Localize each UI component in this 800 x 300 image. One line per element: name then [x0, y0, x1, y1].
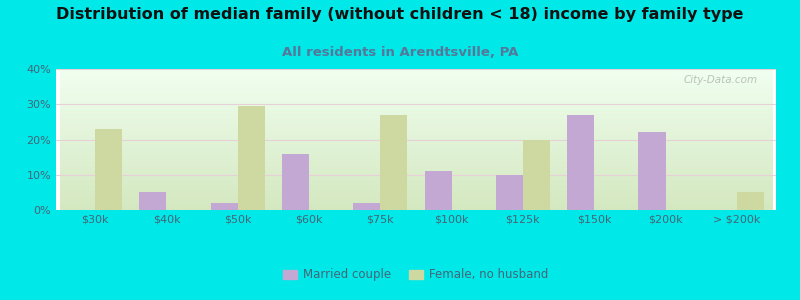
Bar: [282, 154, 309, 210]
Bar: [567, 115, 594, 210]
Bar: [737, 192, 764, 210]
Bar: [523, 140, 550, 210]
Text: City-Data.com: City-Data.com: [684, 75, 758, 85]
Bar: [238, 106, 265, 210]
Legend: Married couple, Female, no husband: Married couple, Female, no husband: [278, 263, 554, 286]
Text: Distribution of median family (without children < 18) income by family type: Distribution of median family (without c…: [56, 8, 744, 22]
Bar: [425, 171, 452, 210]
Text: All residents in Arendtsville, PA: All residents in Arendtsville, PA: [282, 46, 518, 59]
Bar: [380, 115, 407, 210]
Bar: [638, 132, 666, 210]
Bar: [210, 203, 238, 210]
Bar: [496, 175, 523, 210]
Bar: [354, 203, 380, 210]
Bar: [139, 192, 166, 210]
Bar: [95, 129, 122, 210]
